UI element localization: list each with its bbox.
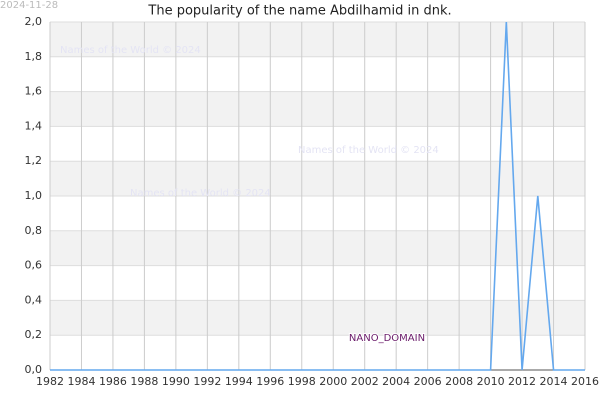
x-tick-label: 2008: [445, 375, 473, 388]
x-tick-label: 1994: [225, 375, 253, 388]
x-tick-label: 1998: [288, 375, 316, 388]
annotation: NANO_DOMAIN: [349, 333, 425, 344]
y-tick-label: 0,8: [25, 224, 43, 237]
x-tick-label: 2014: [540, 375, 568, 388]
x-tick-label: 2004: [382, 375, 410, 388]
chart-title: The popularity of the name Abdilhamid in…: [147, 4, 451, 19]
watermark: Names of the World © 2024: [130, 188, 271, 199]
watermark: Names of the World © 2024: [298, 145, 439, 156]
watermark: Names of the World © 2024: [60, 45, 201, 56]
y-tick-label: 0,0: [25, 363, 43, 376]
y-tick-label: 2,0: [25, 15, 43, 28]
x-tick-label: 1982: [36, 375, 64, 388]
x-tick-label: 1992: [193, 375, 221, 388]
y-tick-label: 0,2: [25, 328, 43, 341]
band: [50, 300, 585, 336]
x-tick-label: 2016: [571, 375, 599, 388]
x-tick-label: 1988: [130, 375, 158, 388]
y-tick-label: 1,8: [25, 50, 43, 63]
band: [50, 161, 585, 196]
y-tick-label: 1,6: [25, 85, 43, 98]
x-tick-label: 1986: [99, 375, 127, 388]
band: [50, 91, 585, 127]
y-tick-label: 0,4: [25, 293, 43, 306]
y-tick-label: 1,4: [25, 119, 43, 132]
x-tick-label: 1990: [162, 375, 190, 388]
band: [50, 22, 585, 57]
y-tick-label: 0,6: [25, 259, 43, 272]
y-tick-label: 1,0: [25, 189, 43, 202]
x-tick-label: 2002: [351, 375, 379, 388]
x-tick-label: 1984: [67, 375, 95, 388]
y-tick-label: 1,2: [25, 154, 43, 167]
x-tick-label: 2000: [319, 375, 347, 388]
x-tick-label: 2010: [477, 375, 505, 388]
x-tick-label: 2012: [508, 375, 536, 388]
x-tick-label: 2006: [414, 375, 442, 388]
line: [50, 21, 585, 371]
band: [50, 230, 585, 266]
x-tick-label: 1996: [256, 375, 284, 388]
date-stamp: 2024-11-28: [0, 0, 58, 11]
